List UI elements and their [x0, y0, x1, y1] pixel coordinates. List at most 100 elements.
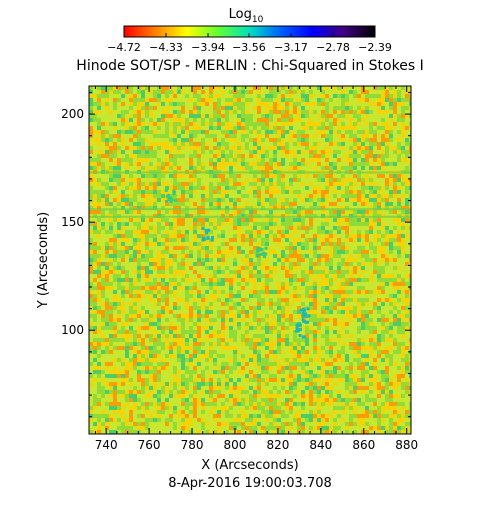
heatmap-cell	[189, 130, 193, 134]
heatmap-cell	[325, 150, 329, 154]
heatmap-cell	[377, 142, 381, 146]
heatmap-cell	[233, 186, 237, 190]
heatmap-cell	[209, 330, 213, 334]
heatmap-cell	[393, 222, 397, 226]
heatmap-cell	[125, 298, 129, 302]
heatmap-cell	[261, 314, 265, 318]
heatmap-cell	[229, 238, 233, 242]
heatmap-cell	[353, 290, 357, 294]
heatmap-cell	[333, 90, 337, 94]
heatmap-cell	[257, 202, 261, 206]
heatmap-cell	[153, 198, 157, 202]
heatmap-cell	[165, 242, 169, 246]
heatmap-cell	[285, 270, 289, 274]
heatmap-cell	[377, 102, 381, 106]
heatmap-cell	[229, 310, 233, 314]
heatmap-cell	[193, 158, 197, 162]
heatmap-cell	[149, 306, 153, 310]
heatmap-cell	[309, 134, 313, 138]
heatmap-cell	[377, 198, 381, 202]
heatmap-cell	[381, 210, 385, 214]
heatmap-cell	[137, 162, 141, 166]
heatmap-cell	[333, 162, 337, 166]
heatmap-cell	[97, 274, 101, 278]
heatmap-cell	[165, 122, 169, 126]
heatmap-cell	[309, 86, 313, 90]
heatmap-cell	[121, 106, 125, 110]
heatmap-cell	[377, 194, 381, 198]
heatmap-cell	[269, 174, 273, 178]
heatmap-cell	[185, 118, 189, 122]
heatmap-cell	[209, 306, 213, 310]
heatmap-cell	[205, 118, 209, 122]
heatmap-cell	[285, 106, 289, 110]
heatmap-cell	[333, 250, 337, 254]
heatmap-cell	[197, 234, 201, 238]
heatmap-cell	[261, 158, 265, 162]
heatmap-cell	[269, 210, 273, 214]
heatmap-cell	[213, 230, 217, 234]
heatmap-cell	[277, 314, 281, 318]
heatmap-cell	[105, 178, 109, 182]
heatmap-cell	[181, 318, 185, 322]
heatmap-cell	[173, 322, 177, 326]
heatmap-cell	[273, 314, 277, 318]
heatmap-cell	[385, 154, 389, 158]
heatmap-cell	[149, 262, 153, 266]
heatmap-cell	[397, 166, 401, 170]
heatmap-cell	[221, 130, 225, 134]
heatmap-cell	[213, 254, 217, 258]
heatmap-cell	[125, 290, 129, 294]
heatmap-cell	[201, 294, 205, 298]
heatmap-cell	[269, 138, 273, 142]
heatmap-cell	[217, 146, 221, 150]
heatmap-cell	[297, 234, 301, 238]
heatmap-cell	[269, 254, 273, 258]
heatmap-cell	[133, 246, 137, 250]
heatmap-cell	[401, 102, 405, 106]
heatmap-cell	[245, 230, 249, 234]
heatmap-cell	[213, 194, 217, 198]
heatmap-cell	[393, 282, 397, 286]
heatmap-cell	[409, 130, 411, 134]
heatmap-cell	[357, 242, 361, 246]
heatmap-cell	[233, 282, 237, 286]
heatmap-cell	[193, 202, 197, 206]
heatmap-cell	[205, 86, 209, 90]
heatmap-cell	[269, 246, 273, 250]
heatmap-cell	[337, 282, 341, 286]
heatmap-cell	[169, 290, 173, 294]
heatmap-cell	[249, 190, 253, 194]
heatmap-cell	[121, 190, 125, 194]
heatmap-cell	[129, 306, 133, 310]
heatmap-cell	[129, 258, 133, 262]
heatmap-cell	[169, 258, 173, 262]
heatmap-cell	[297, 154, 301, 158]
heatmap-cell	[181, 294, 185, 298]
heatmap-cell	[141, 318, 145, 322]
heatmap-cell	[181, 138, 185, 142]
heatmap-cell	[293, 302, 297, 306]
heatmap-cell	[129, 286, 133, 290]
heatmap-cell	[241, 90, 245, 94]
heatmap-cell	[345, 318, 349, 322]
heatmap-cell	[345, 254, 349, 258]
heatmap-cell	[145, 178, 149, 182]
heatmap-cell	[381, 226, 385, 230]
heatmap-cell	[93, 258, 97, 262]
heatmap-cell	[409, 86, 411, 90]
heatmap-cell	[269, 326, 273, 330]
heatmap-cell	[329, 134, 333, 138]
heatmap-cell	[313, 246, 317, 250]
heatmap-cell	[273, 94, 277, 98]
heatmap-cell	[313, 130, 317, 134]
heatmap-cell	[393, 250, 397, 254]
heatmap-cell	[177, 266, 181, 270]
heatmap-cell	[125, 310, 129, 314]
heatmap-cell	[317, 234, 321, 238]
heatmap-cell	[257, 182, 261, 186]
heatmap-cell	[241, 258, 245, 262]
heatmap-cell	[313, 118, 317, 122]
heatmap-cell	[289, 206, 293, 210]
heatmap-cell	[397, 282, 401, 286]
